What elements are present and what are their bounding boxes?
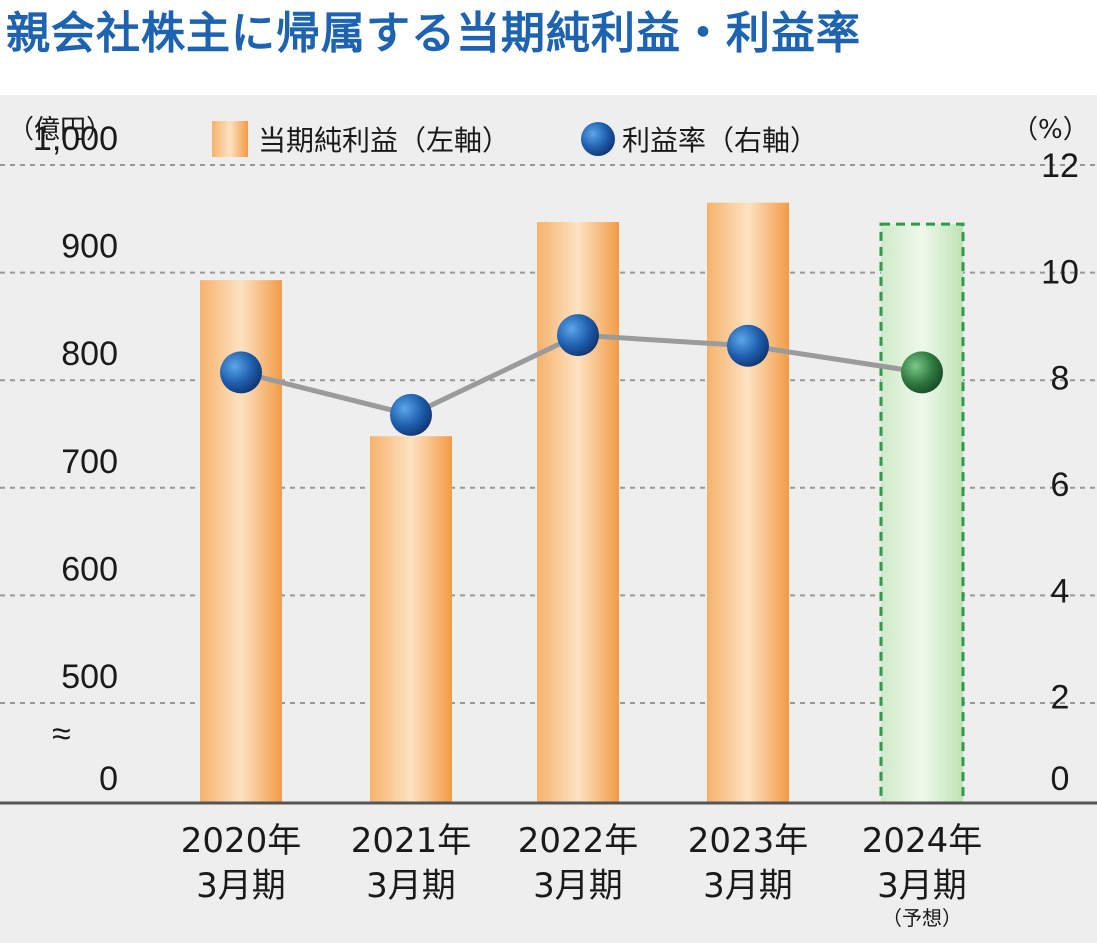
left-tick-label: 1,000 [33,120,118,158]
category-label-period: 3月期 [703,866,793,906]
legend-bar-swatch [212,121,248,157]
axes-group: 0 500 600 700 800 900 1,000 0 2 4 6 8 10 12 2020年 3月期 20… [0,120,1097,930]
left-tick-label: 600 [61,550,118,588]
right-tick-label: 2 [1051,679,1070,717]
forecast-profit-bar [879,222,965,805]
category-label-year: 2023年 [688,821,809,861]
profit-bar [537,222,619,803]
ratio-marker [727,324,769,367]
category-label-year: 2020年 [181,821,302,861]
right-tick-label: 4 [1051,572,1070,610]
category-label-period: 3月期 [196,866,286,906]
category-label-period: 3月期 [366,866,456,906]
bars-group [200,202,965,805]
left-tick-label: 700 [61,443,118,481]
ratio-marker [220,351,262,394]
category-label-period: 3月期 [533,866,623,906]
ratio-line-group [220,314,943,436]
legend-ratio-label: 利益率（右軸） [622,124,818,157]
right-tick-label: 10 [1041,253,1079,291]
category-label-year: 2021年 [351,821,472,861]
ratio-marker [557,314,599,357]
chart-title: 親会社株主に帰属する当期純利益・利益率 [6,8,861,59]
category-label-period: 3月期 [877,866,967,906]
right-tick-label: 0 [1051,760,1070,798]
right-axis-unit: （%） [1012,115,1089,145]
category-label-year: 2024年 [862,821,983,861]
profit-bar [707,202,789,803]
axis-break-symbol: ≈ [52,715,71,753]
right-tick-label: 8 [1051,360,1070,398]
profit-bar [370,436,452,803]
forecast-ratio-marker [901,351,943,394]
legend-bar-label: 当期純利益（左軸） [258,124,510,157]
left-tick-label: 800 [61,335,118,373]
legend: 当期純利益（左軸） 利益率（右軸） [212,121,818,157]
left-tick-label: 900 [61,228,118,266]
category-label-year: 2022年 [518,821,639,861]
legend-ratio-marker [581,122,615,156]
left-tick-label: 0 [99,760,118,798]
right-tick-label: 6 [1051,466,1070,504]
category-label-note: （予想） [882,906,962,930]
left-axis-unit: （億円） [8,115,112,145]
ratio-marker [390,393,432,436]
left-tick-label: 500 [61,658,118,696]
right-tick-label: 12 [1041,147,1079,185]
